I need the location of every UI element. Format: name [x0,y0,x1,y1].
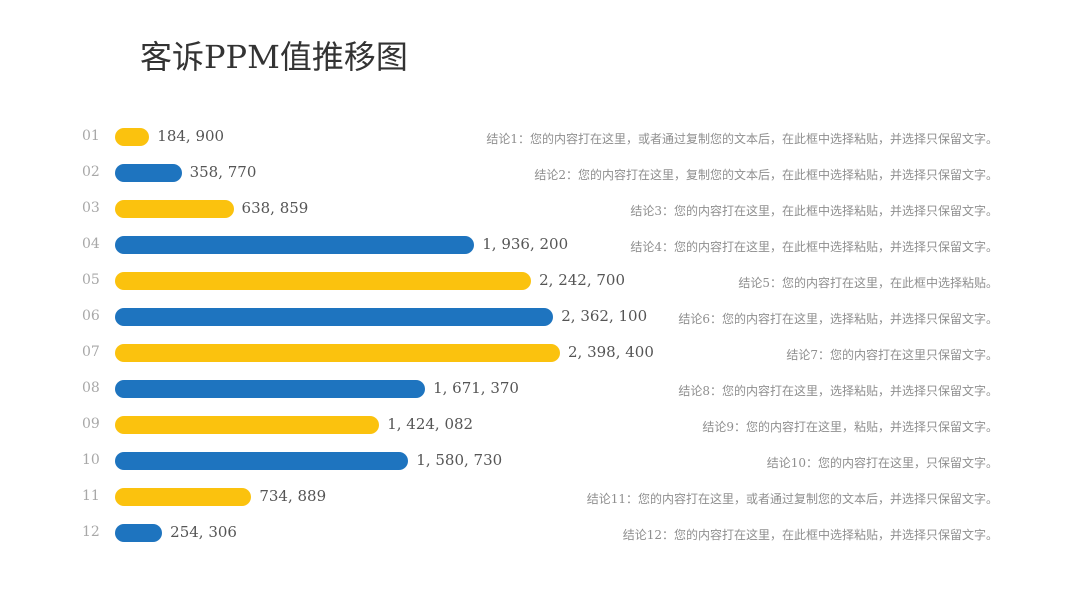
chart-row: 03 638, 859 结论3：您的内容打在这里，在此框中选择粘贴，并选择只保留文字… [0,191,1080,227]
category-label: 09 [82,416,100,432]
data-label: 2, 242, 700 [539,271,625,289]
bar-mark [115,380,426,398]
chart-row: 12 254, 306 结论12：您的内容打在这里，在此框中选择粘贴，并选择只保留文… [0,515,1080,551]
chart-row: 09 1, 424, 082 结论9：您的内容打在这里，粘贴，并选择只保留文字。 [0,407,1080,443]
category-label: 05 [82,272,100,288]
data-label: 1, 936, 200 [482,235,569,253]
annotation-text: 结论9：您的内容打在这里，粘贴，并选择只保留文字。 [702,420,998,434]
annotation-text: 结论12：您的内容打在这里，在此框中选择粘贴，并选择只保留文字。 [622,528,998,542]
bar-mark [115,128,150,146]
chart-row: 04 1, 936, 200 结论4：您的内容打在这里，在此框中选择粘贴，并选择只保… [0,227,1080,263]
category-label: 01 [82,128,100,144]
data-label: 638, 859 [241,199,309,217]
category-label: 04 [82,236,100,252]
chart-row: 01 184, 900 结论1：您的内容打在这里，或者通过复制您的文本后，在此框中选… [0,119,1080,155]
bar-mark [115,200,234,218]
bar-mark [115,488,252,506]
category-label: 08 [82,380,100,396]
data-label: 2, 362, 100 [561,307,648,325]
data-label: 1, 671, 370 [433,379,519,397]
chart-row: 06 2, 362, 100 结论6：您的内容打在这里，选择粘贴，并选择只保留文字。 [0,299,1080,335]
category-label: 03 [82,200,100,216]
annotation-text: 结论8：您的内容打在这里，选择粘贴，并选择只保留文字。 [678,384,998,398]
data-label: 254, 306 [170,523,237,541]
annotation-text: 结论2：您的内容打在这里，复制您的文本后，在此框中选择粘贴，并选择只保留文字。 [534,168,998,182]
annotation-text: 结论5：您的内容打在这里，在此框中选择粘贴。 [738,276,998,290]
category-label: 07 [82,344,100,360]
bar-mark [115,236,475,254]
category-label: 06 [82,308,100,324]
page-title: 客诉PPM值推移图 [140,38,408,76]
chart-row: 05 2, 242, 700 结论5：您的内容打在这里，在此框中选择粘贴。 [0,263,1080,299]
data-label: 184, 900 [157,127,225,145]
chart-row: 02 358, 770 结论2：您的内容打在这里，复制您的文本后，在此框中选择粘贴，… [0,155,1080,191]
data-label: 358, 770 [189,163,257,181]
bar-mark [115,164,182,182]
annotation-text: 结论11：您的内容打在这里，或者通过复制您的文本后，并选择只保留文字。 [586,492,998,506]
chart-row: 07 2, 398, 400 结论7：您的内容打在这里只保留文字。 [0,335,1080,371]
annotation-text: 结论4：您的内容打在这里，在此框中选择粘贴，并选择只保留文字。 [630,240,998,254]
data-label: 1, 424, 082 [387,415,474,433]
annotation-text: 结论3：您的内容打在这里，在此框中选择粘贴，并选择只保留文字。 [630,204,998,218]
bar-mark [115,524,163,542]
data-label: 2, 398, 400 [568,343,654,361]
category-label: 02 [82,164,100,180]
chart-row: 11 734, 889 结论11：您的内容打在这里，或者通过复制您的文本后，并选择只… [0,479,1080,515]
annotation-text: 结论1：您的内容打在这里，或者通过复制您的文本后，在此框中选择粘贴，并选择只保留… [486,132,998,146]
bar-mark [115,272,532,290]
chart-row: 10 1, 580, 730 结论10：您的内容打在这里，只保留文字。 [0,443,1080,479]
annotation-text: 结论10：您的内容打在这里，只保留文字。 [766,456,998,470]
chart-row: 08 1, 671, 370 结论8：您的内容打在这里，选择粘贴，并选择只保留文字。 [0,371,1080,407]
annotation-text: 结论6：您的内容打在这里，选择粘贴，并选择只保留文字。 [678,312,998,326]
category-label: 10 [82,452,100,468]
category-label: 11 [82,488,100,504]
bar-mark [115,452,409,470]
bar-mark [115,344,560,362]
annotation-text: 结论7：您的内容打在这里只保留文字。 [786,348,998,362]
data-label: 734, 889 [259,487,327,505]
bar-mark [115,308,554,326]
bar-mark [115,416,380,434]
category-label: 12 [82,524,100,540]
data-label: 1, 580, 730 [416,451,503,469]
